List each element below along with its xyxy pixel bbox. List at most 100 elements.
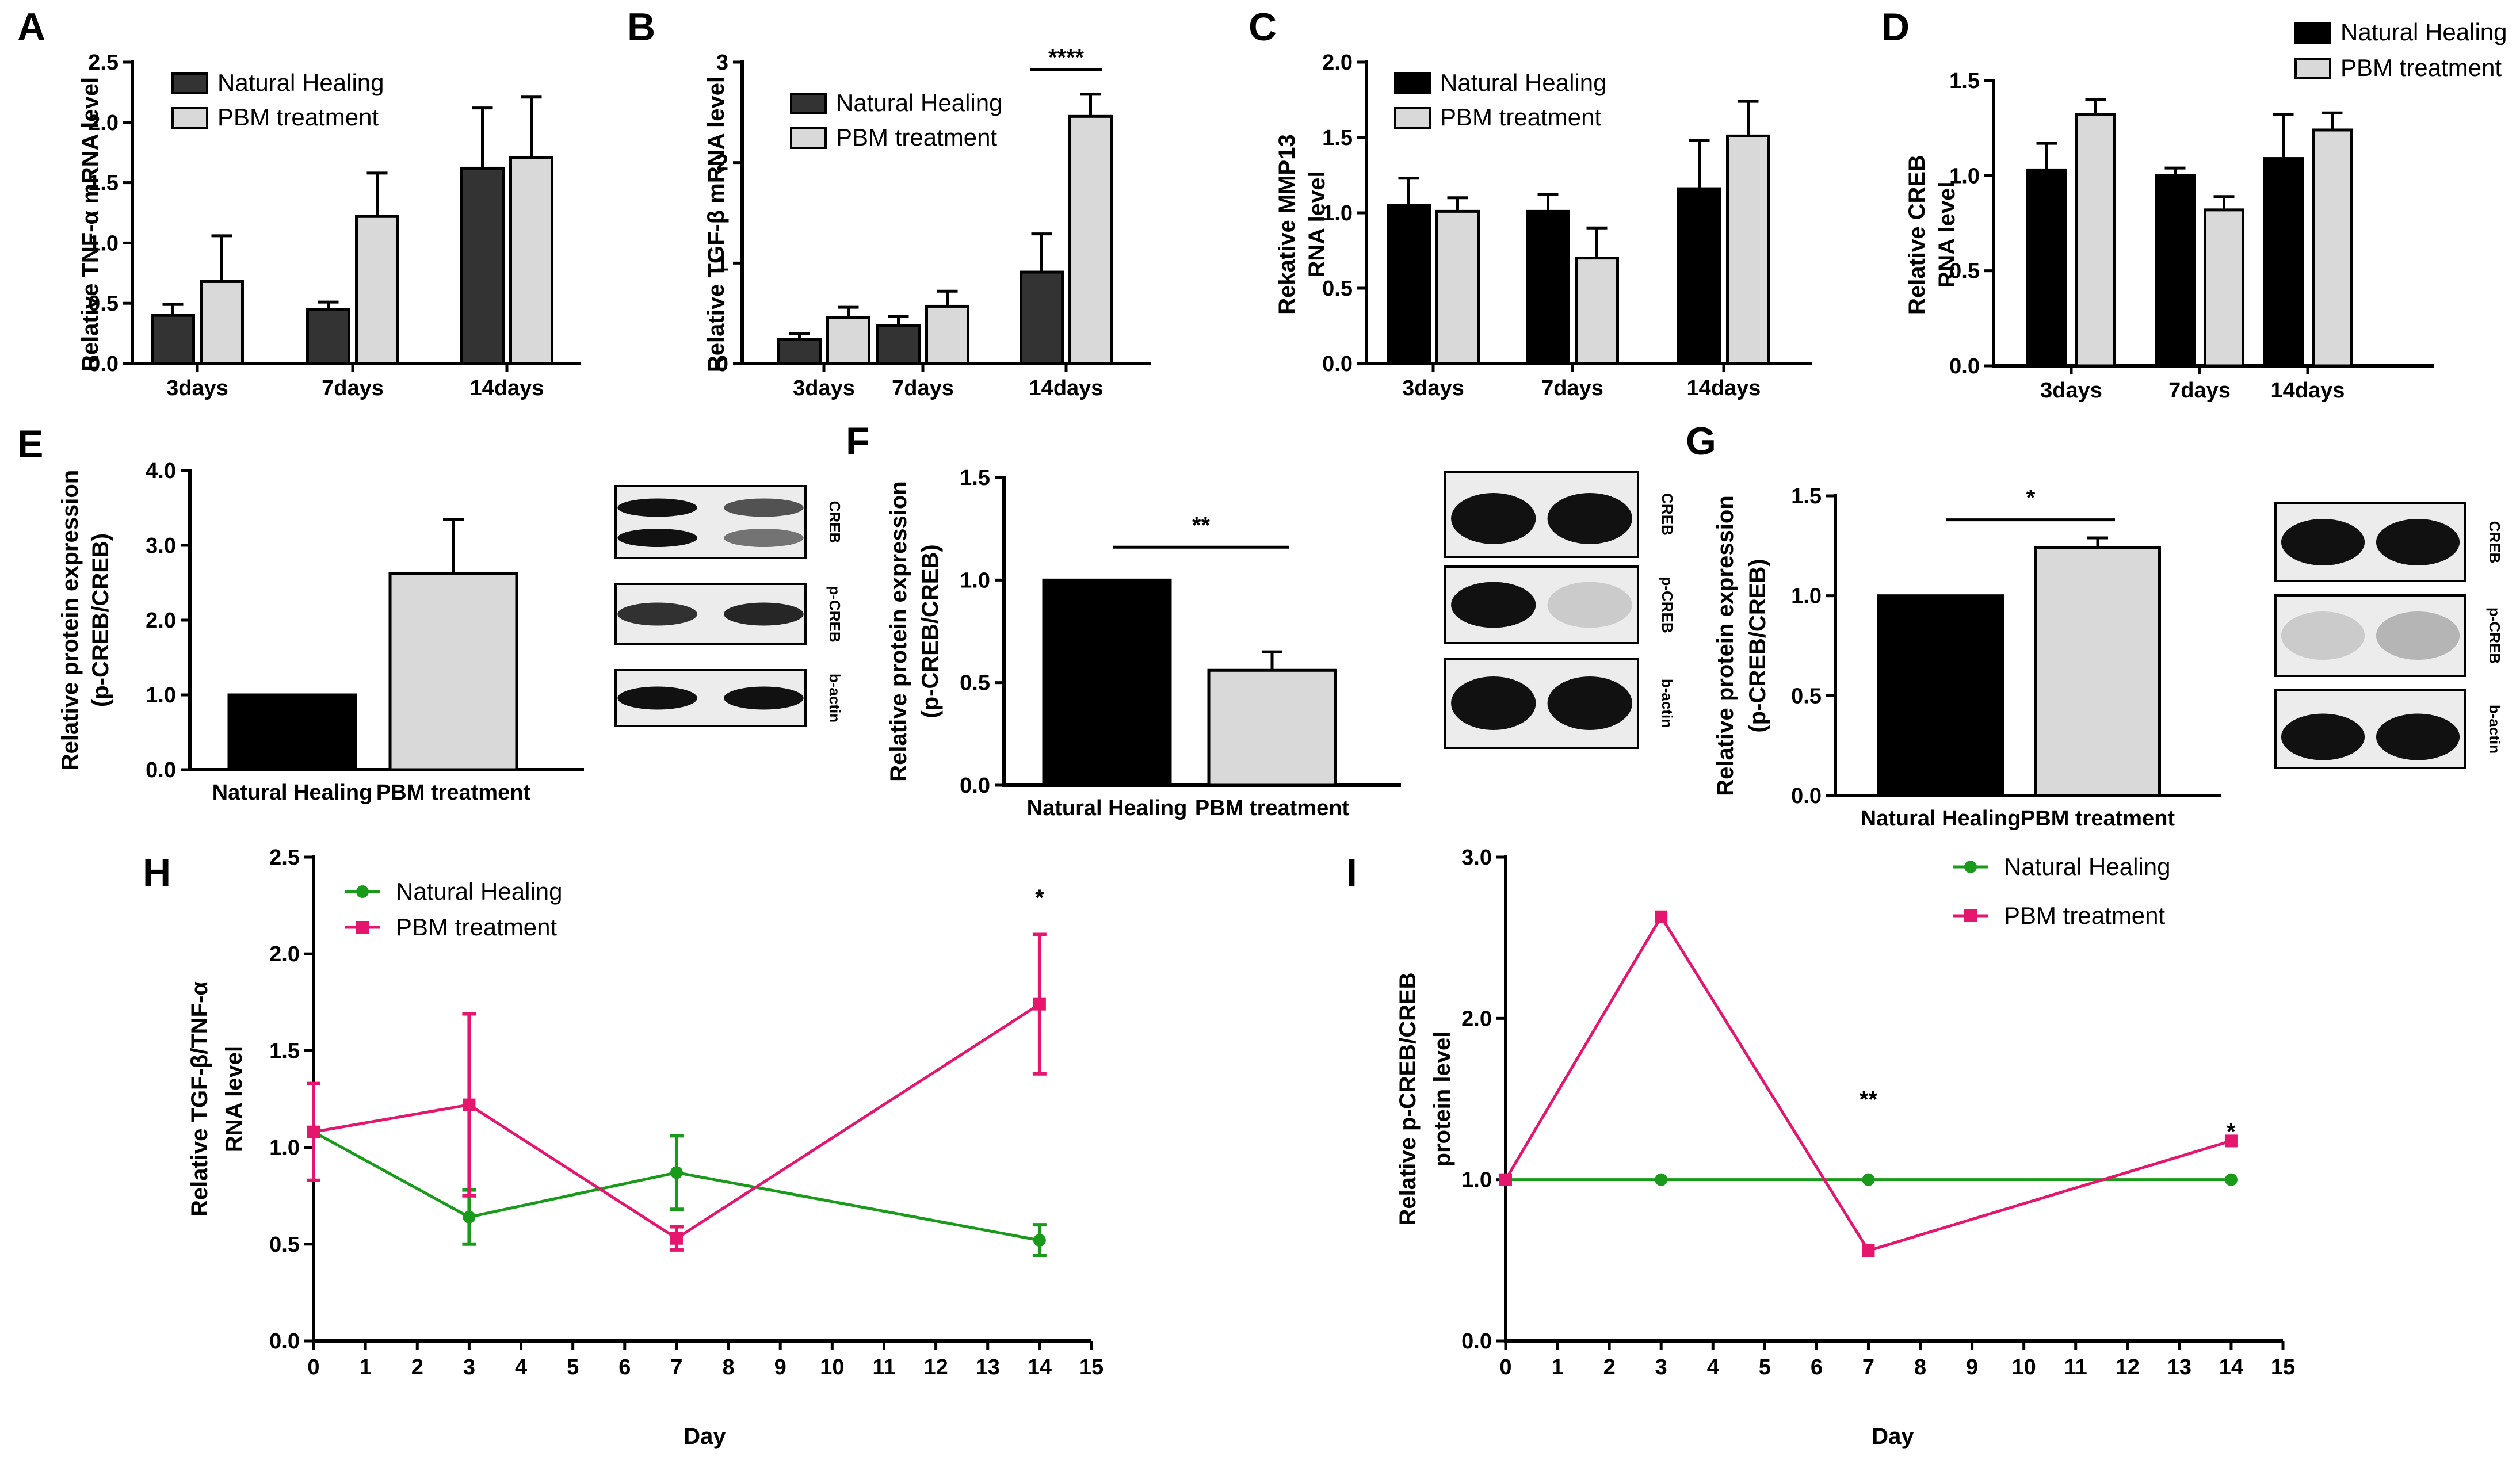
I-x-tick-label: 11 — [2064, 1355, 2087, 1379]
A-bar-natural-healing — [460, 166, 505, 365]
A-bar-natural-healing — [306, 308, 350, 365]
A-x-tick-label: 3days — [166, 376, 228, 400]
I-legend-marker — [1964, 861, 1977, 873]
H-series-line-pink — [313, 1003, 1041, 1240]
C-y-label-line2: RNA level — [1304, 171, 1330, 277]
I-y-tick-label: 3.0 — [1461, 846, 1492, 870]
G-y-label-line2: (p-CREB/CREB) — [1745, 559, 1770, 732]
E-y-tick-label: 3.0 — [146, 534, 176, 558]
I-x-tick-label: 0 — [1499, 1355, 1511, 1379]
H-x-tick-label: 9 — [774, 1355, 786, 1379]
B-bar-pbm-treatment — [1068, 114, 1113, 365]
A-y-tick-label: 1.5 — [88, 171, 119, 196]
I-x-tick-label: 15 — [2271, 1355, 2295, 1379]
F-y-tick-label: 0.0 — [960, 774, 990, 798]
I-data-point — [2224, 1173, 2238, 1186]
E-bar-pbm-treatment — [388, 572, 518, 771]
H-x-tick-label: 10 — [820, 1355, 844, 1379]
A-bar-pbm-treatment — [200, 280, 244, 365]
B-legend-label: Natural Healing — [836, 89, 1003, 116]
F-blot-band — [1547, 493, 1632, 544]
I-data-point — [1655, 910, 1668, 923]
G-y-label: Relative protein expression — [1713, 495, 1738, 796]
I-y-label-line2: protein level — [1430, 1031, 1455, 1167]
I-x-tick-label: 5 — [1759, 1355, 1771, 1379]
H-x-tick-label: 12 — [923, 1355, 948, 1379]
A-y-tick-label: 1.0 — [88, 231, 119, 255]
A-bar-natural-healing — [151, 314, 195, 365]
B-y-tick-label: 3 — [716, 51, 728, 75]
I-y-label: Relative p-CREB/CREB — [1395, 972, 1421, 1225]
I-x-tick-label: 8 — [1914, 1355, 1926, 1379]
H-x-tick-label: 14 — [1028, 1355, 1052, 1379]
E-y-tick-label: 0.0 — [146, 758, 176, 782]
D-x-tick-label: 7days — [2168, 379, 2231, 403]
I-x-tick-label: 3 — [1655, 1355, 1667, 1379]
I-y-tick-label: 1.0 — [1461, 1168, 1492, 1192]
I-y-tick-label: 2.0 — [1461, 1007, 1492, 1031]
H-y-tick-label: 1.0 — [269, 1136, 300, 1160]
E-blot-band — [617, 686, 697, 710]
I-x-tick-label: 4 — [1707, 1355, 1719, 1379]
I-legend-label: Natural Healing — [2004, 853, 2171, 880]
C-legend-label: PBM treatment — [1440, 104, 1601, 131]
panel-label-E: E — [17, 422, 43, 466]
D-bar-pbm-treatment — [2312, 128, 2353, 368]
panel-label-F: F — [846, 419, 870, 463]
G-blot-label: p-CREB — [2486, 607, 2503, 664]
I-data-point — [1862, 1244, 1875, 1257]
G-blot-label: CREB — [2486, 521, 2503, 564]
H-x-tick-label: 13 — [976, 1355, 1000, 1379]
A-legend-swatch — [171, 72, 208, 94]
A-y-tick-label: 0.5 — [88, 292, 119, 316]
H-x-tick-label: 8 — [722, 1355, 734, 1379]
E-blot-frame — [614, 485, 807, 559]
F-x-tick-label: Natural Healing — [1027, 796, 1188, 820]
C-y-tick-label: 0.5 — [1322, 277, 1353, 301]
H-x-tick-label: 15 — [1079, 1355, 1104, 1379]
E-x-tick-label: Natural Healing — [212, 781, 373, 805]
G-y-tick-label: 0.5 — [1791, 684, 1822, 708]
E-blot-band — [724, 529, 804, 547]
F-blot-band — [1451, 493, 1536, 544]
G-x-tick-label: Natural Healing — [1861, 806, 2021, 831]
F-x-tick-label: PBM treatment — [1195, 796, 1349, 820]
B-significance-label: **** — [1048, 45, 1085, 70]
I-y-tick-label: 0.0 — [1461, 1329, 1492, 1354]
G-bar-natural-healing — [1877, 594, 2004, 797]
E-blot-label: b-actin — [826, 674, 843, 723]
panel-label-C: C — [1248, 5, 1277, 49]
panel-label-D: D — [1881, 5, 1910, 49]
G-blot-band — [2281, 611, 2365, 660]
H-data-point — [463, 1098, 476, 1111]
H-y-tick-label: 0.0 — [269, 1329, 300, 1354]
E-y-tick-label: 4.0 — [146, 459, 176, 483]
D-legend-label: Natural Healing — [2340, 18, 2507, 45]
C-x-tick-label: 14days — [1687, 376, 1761, 400]
E-bar-natural-healing — [227, 693, 357, 771]
panel-label-I: I — [1346, 851, 1357, 895]
H-x-tick-label: 6 — [618, 1355, 631, 1379]
C-bar-natural-healing — [1387, 204, 1431, 365]
B-bar-pbm-treatment — [826, 316, 870, 365]
I-x-label: Day — [1872, 1424, 1914, 1449]
C-legend-swatch — [1394, 107, 1431, 129]
H-x-tick-label: 3 — [463, 1355, 475, 1379]
F-blot-label: b-actin — [1659, 679, 1676, 728]
B-x-tick-label: 14days — [1029, 376, 1104, 400]
C-y-tick-label: 1.5 — [1322, 126, 1353, 150]
G-bar-pbm-treatment — [2034, 546, 2161, 797]
G-y-tick-label: 0.0 — [1791, 784, 1822, 808]
F-bar-pbm-treatment — [1207, 668, 1337, 787]
C-bar-pbm-treatment — [1575, 257, 1619, 365]
I-x-tick-label: 12 — [2116, 1355, 2140, 1379]
panel-label-B: B — [627, 5, 655, 49]
B-bar-natural-healing — [876, 324, 921, 365]
I-significance-label: * — [2227, 1119, 2236, 1145]
F-blot-band — [1547, 676, 1632, 730]
D-y-tick-label: 1.5 — [1949, 69, 1980, 93]
H-x-tick-label: 0 — [307, 1355, 319, 1379]
I-x-tick-label: 1 — [1551, 1355, 1563, 1379]
A-y-tick-label: 2.0 — [88, 111, 119, 135]
